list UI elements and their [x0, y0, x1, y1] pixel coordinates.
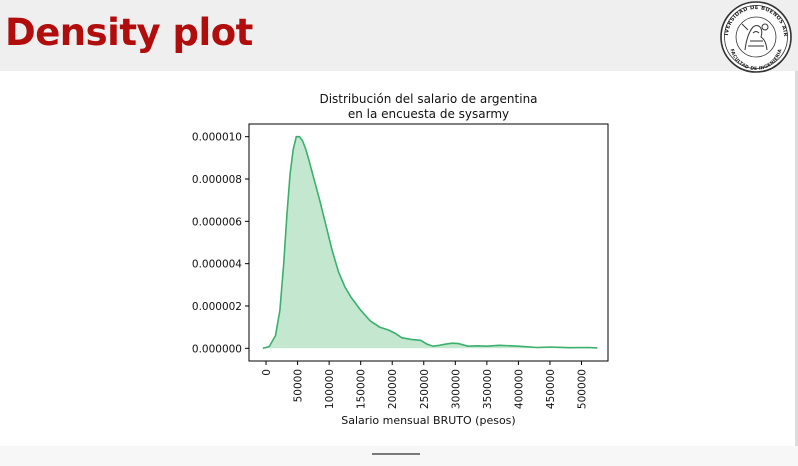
plot-frame: [248, 123, 609, 362]
density-chart: Distribución del salario de argentina en…: [192, 92, 609, 427]
y-tick-label: 0.000002: [192, 301, 242, 313]
university-seal-logo: UNIVERSIDAD DE BUENOS AIRES FACULTAD DE …: [717, 0, 792, 73]
x-tick-label: 500000: [577, 369, 589, 409]
page-title: Density plot: [5, 11, 253, 54]
x-tick-label: 0: [261, 369, 273, 376]
x-tick-label: 250000: [419, 369, 431, 409]
y-axis-ticks: 0.000000 0.000002 0.000004 0.000006 0.000008…: [192, 132, 249, 355]
slide-footer: [0, 446, 798, 466]
x-tick-label: 100000: [324, 369, 336, 409]
x-tick-label: 300000: [450, 369, 462, 409]
plot-area: [262, 135, 598, 350]
y-tick-label: 0.000006: [192, 216, 242, 228]
density-area: [262, 136, 598, 349]
x-tick-label: 50000: [293, 369, 305, 402]
density-line: [262, 135, 598, 350]
x-axis-ticks: 0 50000 100000 150000 200000 250000 300000 3500…: [261, 361, 589, 409]
header-bar: Density plot UNIVERSIDAD DE BUENOS AIRES…: [0, 0, 798, 73]
chart-title-line-2: en la encuesta de sysarmy: [348, 107, 509, 121]
x-tick-label: 150000: [356, 369, 368, 409]
y-tick-label: 0.000008: [192, 174, 242, 186]
chart-title-line-1: Distribución del salario de argentina: [319, 92, 537, 106]
x-tick-label: 350000: [482, 369, 494, 409]
footer-divider: [372, 453, 420, 455]
x-tick-label: 400000: [513, 369, 525, 409]
y-tick-label: 0.000010: [192, 132, 242, 144]
x-axis-label: Salario mensual BRUTO (pesos): [341, 414, 515, 427]
x-tick-label: 450000: [545, 369, 557, 409]
x-tick-label: 200000: [387, 369, 399, 409]
y-tick-label: 0.000004: [192, 259, 242, 271]
y-tick-label: 0.000000: [192, 343, 242, 355]
page-edge: [795, 71, 798, 446]
